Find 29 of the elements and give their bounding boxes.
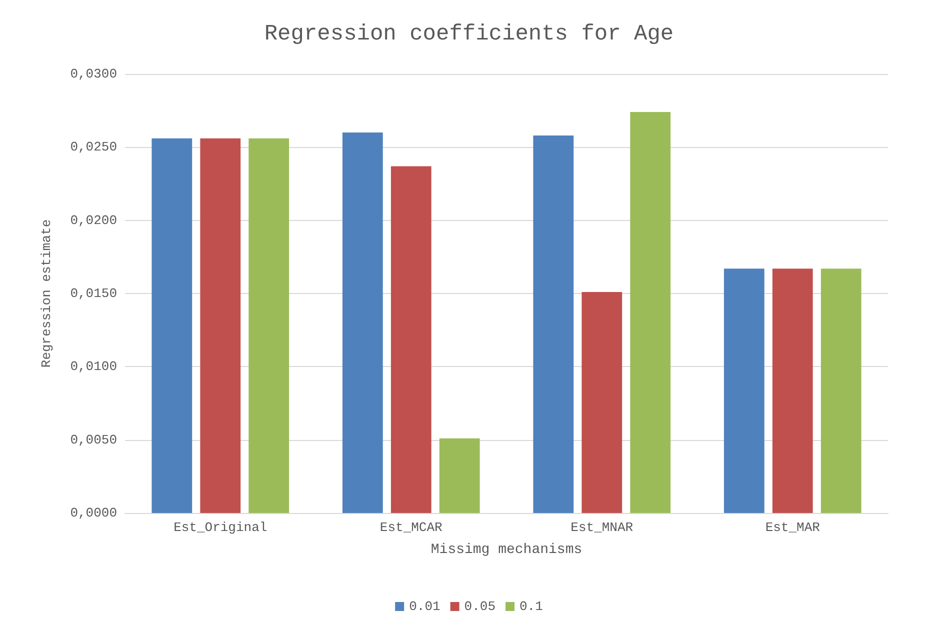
y-tick-label: 0,0100	[70, 359, 117, 374]
bar	[200, 138, 241, 513]
bar	[533, 135, 574, 513]
x-tick-label: Est_Original	[174, 520, 268, 535]
bar	[439, 438, 480, 513]
bar	[582, 292, 622, 513]
y-tick-label: 0,0200	[70, 212, 117, 228]
bar	[630, 112, 671, 513]
y-tick-label: 0,0050	[70, 432, 117, 448]
x-tick-label: Est_MNAR	[570, 520, 634, 535]
legend-label: 0.01	[409, 599, 440, 614]
legend-label: 0.1	[520, 599, 544, 614]
x-tick-label: Est_MAR	[765, 520, 820, 535]
bar	[152, 138, 192, 513]
chart-title: Regression coefficients for Age	[264, 22, 674, 46]
y-tick-label: 0,0300	[70, 66, 117, 82]
bar	[820, 268, 862, 513]
bar	[772, 268, 813, 513]
y-axis-title: Regression estimate	[39, 219, 54, 368]
x-tick-label: Est_MCAR	[380, 520, 443, 535]
bar	[342, 132, 383, 513]
bar	[724, 268, 764, 513]
bar	[248, 138, 290, 513]
legend-label: 0.05	[464, 599, 496, 614]
y-tick-label: 0,0250	[70, 140, 117, 155]
bar	[390, 166, 432, 513]
y-tick-label: 0,0000	[70, 506, 117, 520]
y-tick-label: 0,0150	[70, 286, 117, 301]
x-axis-title: Missimg mechanisms	[430, 542, 582, 558]
